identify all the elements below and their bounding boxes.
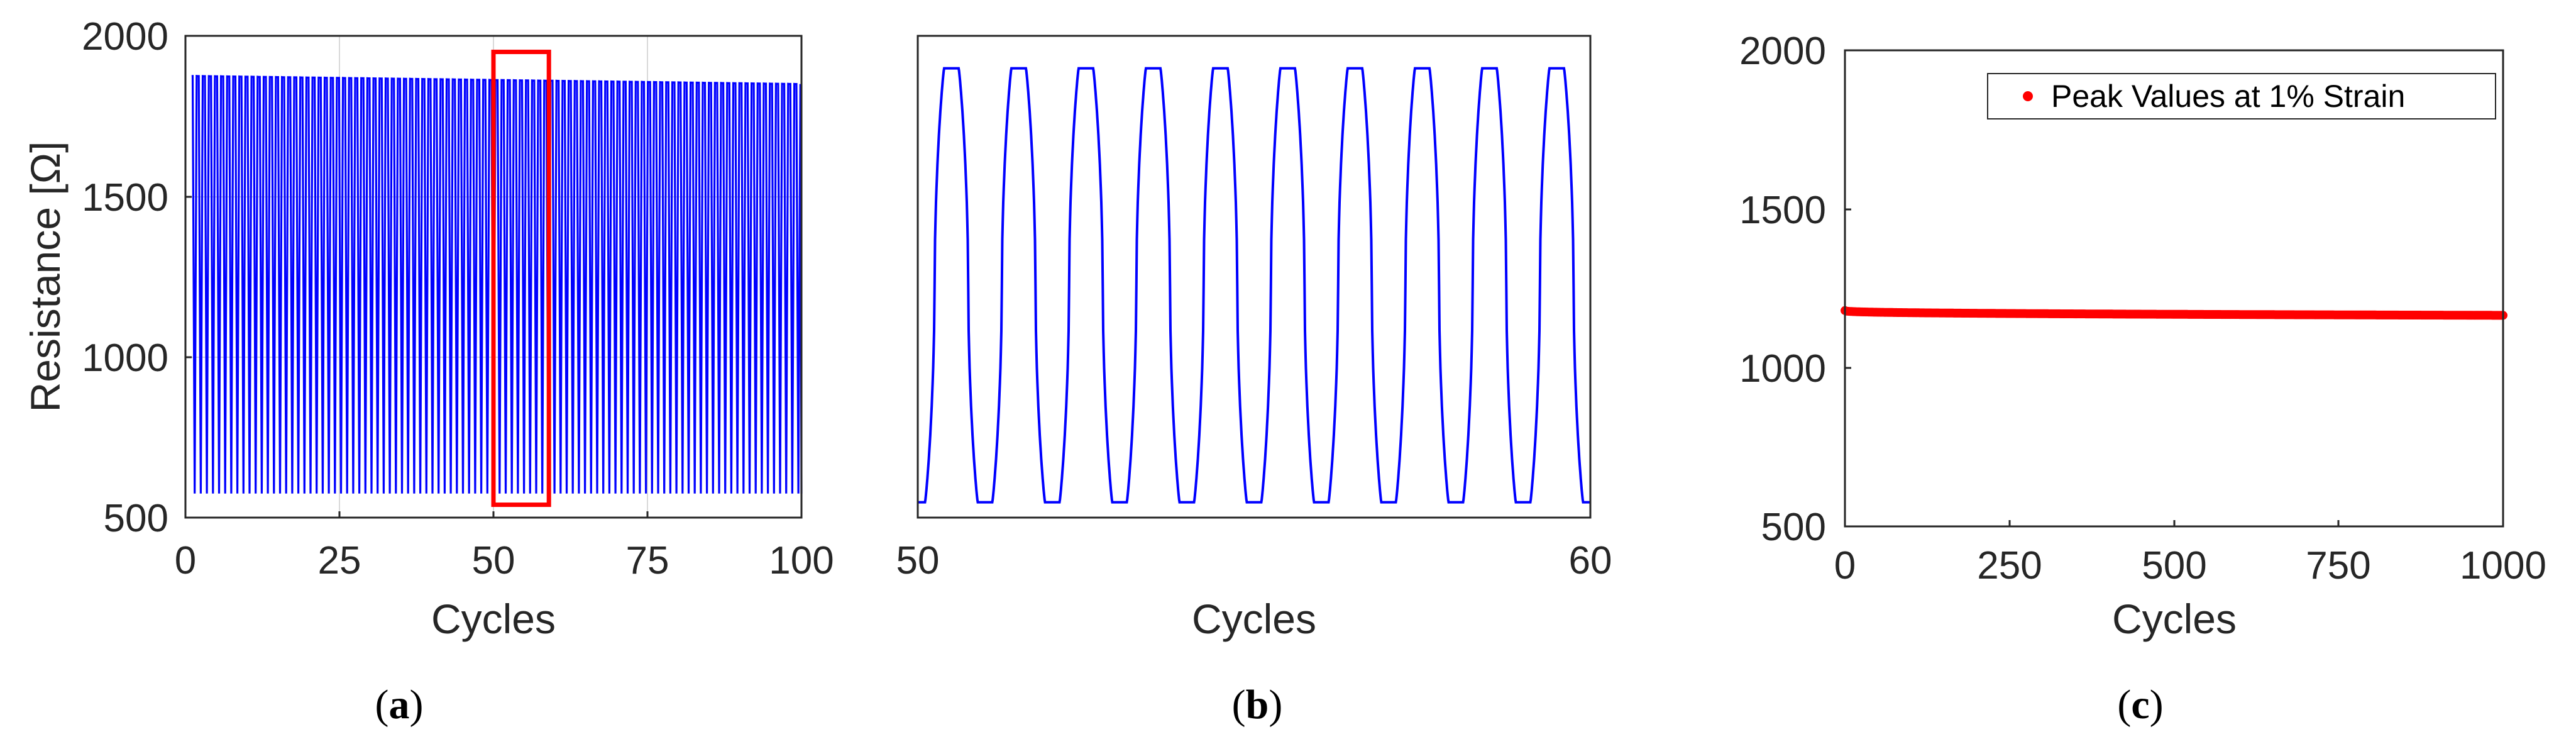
panel-a-y-axis-label: Resistance [Ω] <box>22 142 69 413</box>
panel-b-x-tick-label: 50 <box>896 539 940 582</box>
panel-b-x-axis-label: Cycles <box>1192 596 1316 642</box>
panel-c-y-tick-label: 1000 <box>1739 347 1826 391</box>
panel-a-zoom-highlight-box <box>491 50 551 508</box>
panel-a-resistance-signal <box>191 75 803 494</box>
panel-c-x-tick-label: 250 <box>1977 544 2042 587</box>
panel-c-axes-box <box>1844 49 2504 528</box>
panel-a-x-ticks: 0 25 50 75 100 <box>175 511 834 582</box>
panel-c-y-tick-label: 500 <box>1761 506 1826 549</box>
panel-b-x-ticks: 50 60 <box>896 511 1612 582</box>
panel-a-x-axis-label: Cycles <box>431 596 556 642</box>
panel-b-x-tick-label: 60 <box>1569 539 1612 582</box>
panel-b-resistance-signal <box>918 67 1590 504</box>
panel-a-y-tick-label: 1500 <box>82 176 168 219</box>
panel-a-x-tick-label: 75 <box>626 539 669 582</box>
panel-c-x-tick-label: 750 <box>2306 544 2370 587</box>
panel-c-x-tick-label: 0 <box>1834 544 1856 587</box>
panel-b-series-line <box>918 67 1590 504</box>
panel-c-x-axis-label: Cycles <box>2112 596 2237 642</box>
panel-c-y-tick-label: 1500 <box>1739 189 1826 232</box>
panel-c-x-tick-label: 500 <box>2142 544 2206 587</box>
panel-a-x-tick-label: 100 <box>769 539 834 582</box>
panel-c-x-tick-label: 1000 <box>2460 544 2546 587</box>
panel-a-y-tick-label: 2000 <box>82 15 168 58</box>
panel-a-x-tick-label: 50 <box>472 539 515 582</box>
panel-a: 0 25 50 75 100 500 1000 1500 2000 Cycles… <box>22 15 834 728</box>
panel-c-caption: (c) <box>2117 682 2163 728</box>
panel-c-legend: Peak Values at 1% Strain <box>1987 73 2496 119</box>
panel-b-caption: (b) <box>1232 682 1283 728</box>
panel-a-y-tick-label: 1000 <box>82 336 168 380</box>
panel-c-y-ticks: 500 1000 1500 2000 <box>1739 30 1851 549</box>
panel-c-peak-values-series <box>1841 306 2507 320</box>
legend-marker <box>2023 91 2033 101</box>
panel-b-axes-box <box>916 35 1592 519</box>
legend-box <box>1987 73 2496 119</box>
panel-a-y-tick-label: 500 <box>104 497 168 540</box>
panel-c-y-tick-label: 2000 <box>1739 30 1826 73</box>
legend-label: Peak Values at 1% Strain <box>2051 79 2405 114</box>
panel-c-x-ticks: 0 250 500 750 1000 <box>1834 520 2546 587</box>
panel-a-series-line <box>191 75 803 494</box>
panel-a-x-tick-label: 0 <box>175 539 196 582</box>
panel-a-caption: (a) <box>375 682 424 728</box>
panel-b: 50 60 Cycles (b) <box>896 35 1612 728</box>
panel-a-y-ticks: 500 1000 1500 2000 <box>82 15 192 540</box>
panel-c: 0 250 500 750 1000 500 1000 1500 2000 Pe… <box>1739 30 2546 728</box>
panel-a-x-tick-label: 25 <box>318 539 361 582</box>
